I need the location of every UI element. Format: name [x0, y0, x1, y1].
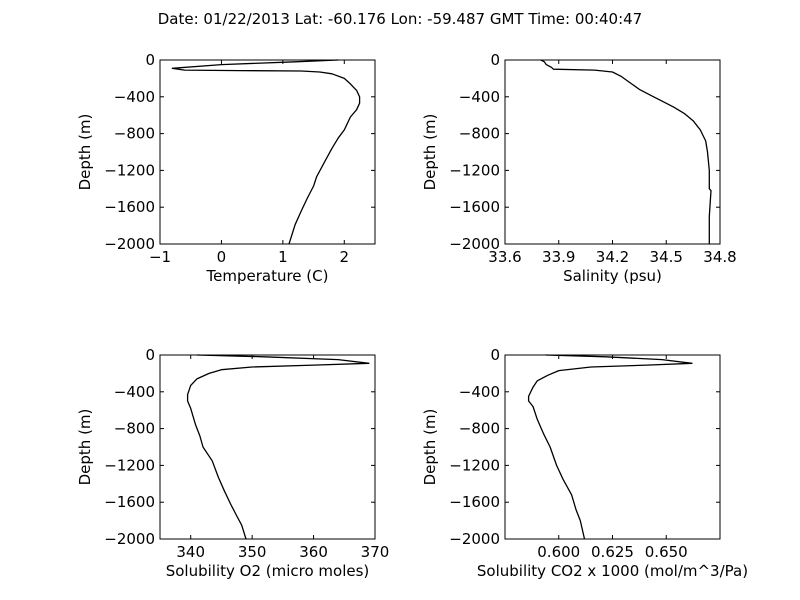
- profile-line: [186, 354, 370, 540]
- x-tick-label: 350: [238, 543, 267, 561]
- salinity-panel: 33.6 33.9 34.2 34.5 34.8 0 −400 −800 −1200 −1600 −…: [421, 51, 737, 285]
- y-tick-label: −400: [114, 88, 155, 106]
- y-tick-label: −400: [459, 383, 500, 401]
- y-tick-label: −1600: [104, 493, 155, 511]
- x-tick-label: 33.6: [488, 248, 521, 266]
- y-tick-label: −400: [114, 383, 155, 401]
- x-tick-label: 360: [299, 543, 328, 561]
- x-tick-label: 0: [217, 248, 227, 266]
- x-tick-label: 0.650: [645, 543, 688, 561]
- axes-frame: [504, 354, 721, 540]
- y-tick-label: 0: [145, 346, 155, 364]
- y-axis-label: Depth (m): [76, 114, 94, 191]
- x-tick-label: 34.2: [596, 248, 629, 266]
- x-tick-label: 0.625: [591, 543, 634, 561]
- x-tick-label: 2: [340, 248, 350, 266]
- y-tick-label: −1600: [104, 198, 155, 216]
- y-tick-label: −800: [114, 125, 155, 143]
- y-tick-label: −800: [459, 125, 500, 143]
- x-axis-label: Salinity (psu): [563, 267, 662, 285]
- y-tick-label: −2000: [104, 235, 155, 253]
- x-tick-label: 1: [278, 248, 288, 266]
- y-tick-label: 0: [145, 51, 155, 69]
- x-tick-label: 34.5: [650, 248, 683, 266]
- y-tick-label: −800: [459, 420, 500, 438]
- x-tick-label: −1: [149, 248, 171, 266]
- y-tick-label: −2000: [449, 530, 500, 548]
- x-tick-label: 370: [361, 543, 390, 561]
- profile-line: [527, 354, 693, 540]
- x-tick-label: 340: [176, 543, 205, 561]
- y-tick-label: −1200: [449, 456, 500, 474]
- axes-frame: [159, 59, 376, 245]
- y-tick-label: −2000: [104, 530, 155, 548]
- x-tick-label: 0.600: [537, 543, 580, 561]
- y-axis-label: Depth (m): [421, 114, 439, 191]
- x-axis-label: Solubility CO2 x 1000 (mol/m^3/Pa): [477, 562, 748, 580]
- x-axis-label: Solubility O2 (micro moles): [166, 562, 370, 580]
- y-tick-label: −800: [114, 420, 155, 438]
- y-tick-label: −400: [459, 88, 500, 106]
- figure-title: Date: 01/22/2013 Lat: -60.176 Lon: -59.4…: [158, 10, 642, 28]
- y-tick-label: −1600: [449, 493, 500, 511]
- y-axis-label: Depth (m): [76, 409, 94, 486]
- x-tick-label: 34.8: [703, 248, 736, 266]
- y-tick-label: −1600: [449, 198, 500, 216]
- axes-frame: [159, 354, 376, 540]
- profile-line: [540, 59, 712, 244]
- y-tick-label: −1200: [449, 161, 500, 179]
- axes-frame: [504, 59, 721, 245]
- temperature-panel: −1 0 1 2 0 −400 −800 −1200 −1600 −2000 Temperature…: [76, 51, 376, 285]
- y-tick-label: 0: [490, 346, 500, 364]
- x-tick-label: 33.9: [542, 248, 575, 266]
- y-axis-label: Depth (m): [421, 409, 439, 486]
- x-axis-label: Temperature (C): [206, 267, 329, 285]
- y-tick-label: 0: [490, 51, 500, 69]
- co2-solubility-panel: 0.600 0.625 0.650 0 −400 −800 −1200 −1600 −2000 S…: [421, 346, 748, 580]
- profile-line: [171, 59, 361, 245]
- o2-solubility-panel: 340 350 360 370 0 −400 −800 −1200 −1600 −2000 Solu…: [76, 346, 389, 580]
- y-tick-label: −1200: [104, 456, 155, 474]
- y-tick-label: −1200: [104, 161, 155, 179]
- y-tick-label: −2000: [449, 235, 500, 253]
